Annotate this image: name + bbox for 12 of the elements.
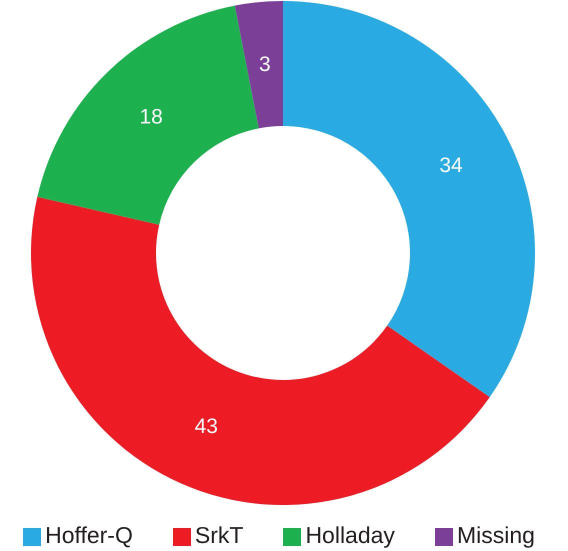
donut-slice <box>234 1 283 128</box>
data-label: 43 <box>194 414 218 438</box>
legend-label: SrkT <box>194 522 244 548</box>
legend-label: Holladay <box>305 522 395 548</box>
legend-label: Missing <box>456 522 535 548</box>
data-label: 18 <box>139 105 163 128</box>
donut-slice <box>37 6 259 225</box>
donut-slice <box>31 196 490 505</box>
data-label: 34 <box>439 154 464 177</box>
data-label: 3 <box>258 52 271 76</box>
legend-label: Hoffer-Q <box>45 522 133 548</box>
donut-slice <box>283 1 535 398</box>
